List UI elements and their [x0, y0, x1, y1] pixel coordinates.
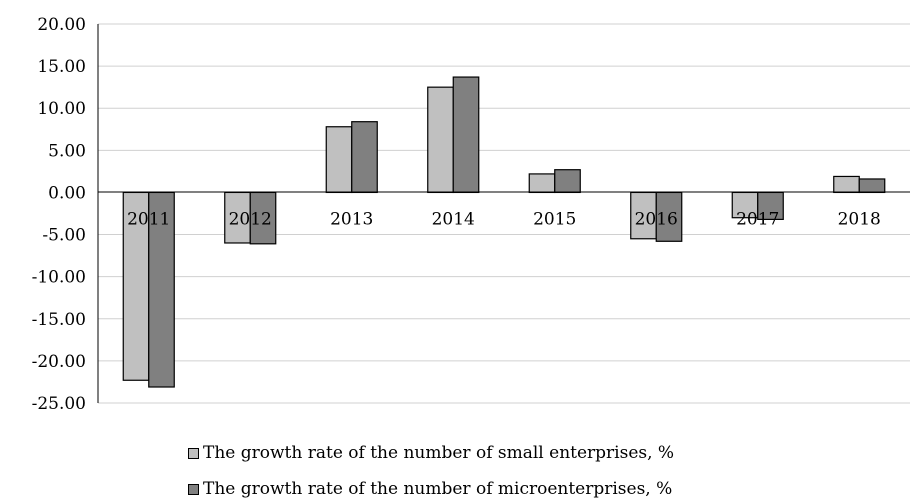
bar-small-enterprises-2018	[833, 175, 860, 194]
y-tick-label: -5.00	[42, 226, 86, 246]
bar-microenterprises-2014	[452, 76, 480, 194]
bar-small-enterprises-2014	[427, 86, 454, 194]
bar-microenterprises-2016	[655, 191, 683, 242]
x-tick-label: 2017	[736, 209, 779, 229]
bars	[122, 76, 886, 388]
bar-microenterprises-2018	[858, 178, 886, 194]
y-axis-tick-labels: 20.00 15.00 10.00 5.00 0.00 -5.00 -10.00 -15.00…	[32, 15, 86, 414]
y-tick-label: 5.00	[48, 141, 86, 161]
legend-swatch-small-enterprises	[188, 447, 199, 459]
y-tick-label: 10.00	[37, 99, 86, 119]
x-tick-label: 2012	[229, 209, 272, 229]
bar-microenterprises-2013	[351, 121, 378, 194]
x-tick-label: 2018	[838, 209, 881, 229]
bar-small-enterprises-2013	[325, 126, 353, 194]
x-tick-label: 2014	[432, 209, 475, 229]
gridlines	[98, 23, 910, 404]
legend-label-microenterprises: The growth rate of the number of microen…	[203, 479, 673, 499]
legend-item-small-enterprises: The growth rate of the number of small e…	[188, 443, 674, 463]
bar-chart: 20.00 15.00 10.00 5.00 0.00 -5.00 -10.00 -15.00…	[32, 15, 910, 414]
x-tick-label: 2015	[533, 209, 576, 229]
y-tick-label: 20.00	[37, 15, 86, 35]
x-axis-tick-labels: 2011 2012 2013 2014 2015 2016 2017 2018	[127, 209, 881, 229]
legend-label-small-enterprises: The growth rate of the number of small e…	[203, 443, 675, 463]
x-tick-label: 2011	[127, 209, 170, 229]
legend-item-microenterprises: The growth rate of the number of microen…	[188, 479, 672, 499]
y-tick-label: -10.00	[32, 268, 86, 288]
legend-swatch-microenterprises	[188, 483, 199, 495]
bar-microenterprises-2017	[757, 191, 784, 220]
y-tick-label: 0.00	[48, 183, 86, 203]
x-tick-label: 2013	[330, 209, 373, 229]
y-tick-label: 15.00	[37, 57, 86, 77]
y-tick-label: -15.00	[32, 310, 86, 330]
y-tick-label: -20.00	[32, 352, 86, 372]
x-tick-label: 2016	[635, 209, 678, 229]
bar-small-enterprises-2015	[528, 173, 556, 194]
y-tick-label: -25.00	[32, 394, 86, 414]
bar-microenterprises-2011	[148, 191, 175, 388]
bar-microenterprises-2012	[249, 191, 277, 245]
bar-microenterprises-2015	[554, 169, 581, 194]
